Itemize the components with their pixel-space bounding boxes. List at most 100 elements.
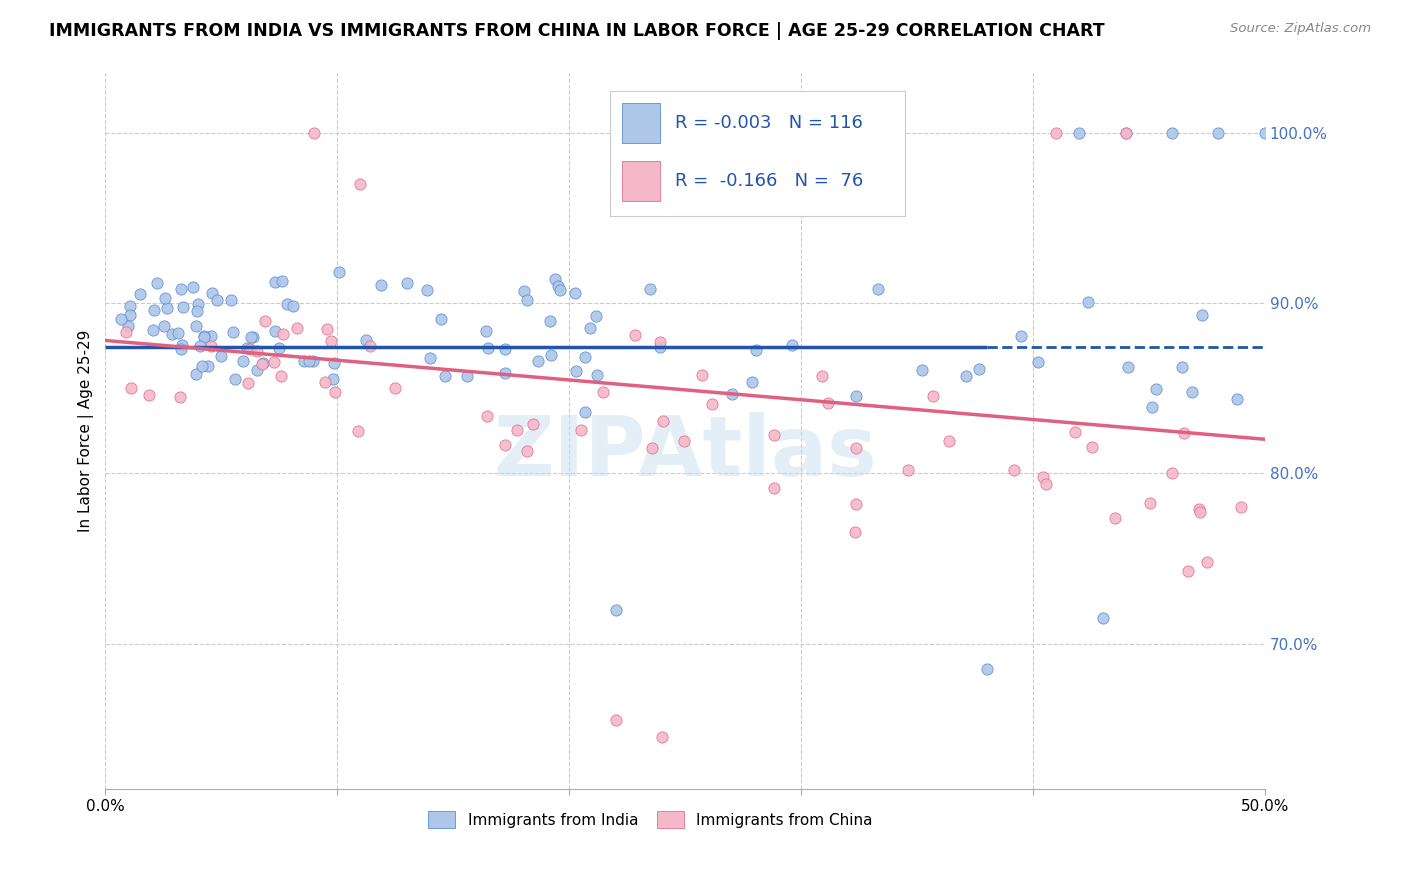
Point [222,326,245,340]
Point [648,340,671,354]
Point [434,368,457,383]
Point [866,282,889,296]
Point [845,389,868,403]
Point [314,375,336,389]
Point [221,293,243,307]
Point [844,524,866,539]
Point [1002,463,1025,477]
Point [120,381,142,395]
Point [494,366,516,380]
Point [741,375,763,389]
Point [321,372,343,386]
Point [720,387,742,401]
Point [921,389,943,403]
Point [516,293,538,307]
Point [170,282,193,296]
Point [1195,555,1218,569]
Point [169,342,191,356]
Point [574,350,596,364]
Point [547,279,569,293]
Point [527,354,550,368]
Point [186,303,208,318]
Point [200,339,222,353]
Point [1173,425,1195,440]
Point [700,397,723,411]
Point [605,714,627,728]
Point [1077,295,1099,310]
Point [652,414,675,428]
Point [354,333,377,347]
Point [264,324,287,338]
Point [574,405,596,419]
Y-axis label: In Labor Force | Age 25-29: In Labor Force | Age 25-29 [79,329,94,532]
Point [845,441,868,455]
Point [416,283,439,297]
Point [370,277,392,292]
Point [239,343,262,357]
Point [224,372,246,386]
Point [571,423,593,437]
Point [544,272,567,286]
Point [250,357,273,371]
Point [191,359,214,373]
Point [120,299,142,313]
Point [419,351,441,365]
Point [516,444,538,458]
Point [650,335,672,350]
Point [193,329,215,343]
Point [1115,126,1137,140]
Point [578,321,600,335]
Point [246,363,269,377]
Point [845,497,868,511]
Point [302,126,325,140]
Point [110,312,132,326]
Point [456,368,478,383]
Point [276,297,298,311]
Point [267,341,290,355]
Point [585,309,607,323]
Point [271,326,294,341]
Point [142,323,165,337]
Point [1139,496,1161,510]
Point [810,369,832,384]
Point [494,438,516,452]
Point [201,285,224,300]
Point [316,321,339,335]
Point [322,356,344,370]
Point [1208,126,1230,140]
Point [114,325,136,339]
Point [1177,564,1199,578]
Point [146,276,169,290]
Point [242,330,264,344]
Point [1170,359,1192,374]
Point [540,348,562,362]
Point [197,359,219,374]
Point [1188,502,1211,516]
Point [744,343,766,357]
Point [605,602,627,616]
Point [264,275,287,289]
Point [1161,126,1184,140]
Point [181,280,204,294]
Point [506,423,529,437]
Point [205,293,228,308]
Point [153,291,176,305]
Point [323,384,346,399]
Point [184,319,207,334]
Point [1161,467,1184,481]
Point [780,338,803,352]
Point [976,662,998,676]
Point [328,265,350,279]
Point [1069,126,1091,140]
Point [321,334,343,348]
Point [236,341,259,355]
Point [138,388,160,402]
Point [169,390,191,404]
Point [651,731,673,745]
Point [673,434,696,448]
Point [1181,385,1204,400]
Point [118,308,141,322]
Point [592,385,614,400]
Point [129,286,152,301]
Text: IMMIGRANTS FROM INDIA VS IMMIGRANTS FROM CHINA IN LABOR FORCE | AGE 25-29 CORREL: IMMIGRANTS FROM INDIA VS IMMIGRANTS FROM… [49,22,1105,40]
